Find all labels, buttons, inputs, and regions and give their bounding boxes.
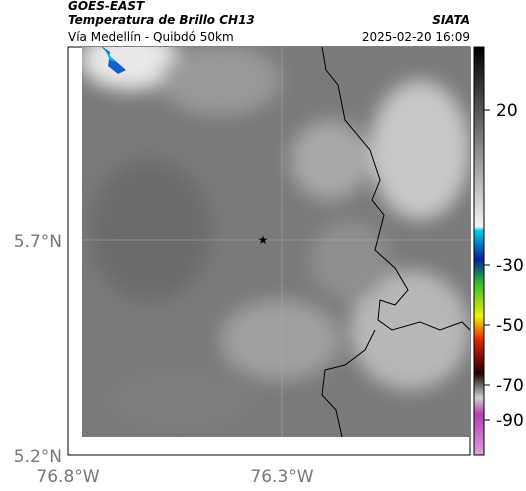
product: Temperatura de Brillo CH13 — [68, 13, 255, 27]
satellite-image — [82, 47, 470, 437]
satellite: GOES-EAST — [68, 0, 145, 13]
colorbar-ticks: 20 -30 -50 -70 -90 — [484, 101, 524, 431]
lon-label: 76.3°W — [250, 467, 313, 487]
colorbar-label: -90 — [496, 411, 524, 431]
region: Vía Medellín - Quibdó 50km — [68, 30, 234, 44]
source: SIATA — [432, 13, 470, 27]
colorbar-label: -70 — [496, 376, 524, 396]
location-marker: ★ — [258, 233, 269, 247]
lat-label: 5.2°N — [14, 447, 62, 467]
lon-label: 76.8°W — [36, 467, 99, 487]
colorbar-label: 20 — [496, 101, 518, 121]
datetime: 2025-02-20 16:09 — [362, 30, 470, 44]
colorbar-label: -30 — [496, 256, 524, 276]
lat-label: 5.7°N — [14, 232, 62, 252]
colorbar — [473, 46, 485, 456]
colorbar-label: -50 — [496, 316, 524, 336]
